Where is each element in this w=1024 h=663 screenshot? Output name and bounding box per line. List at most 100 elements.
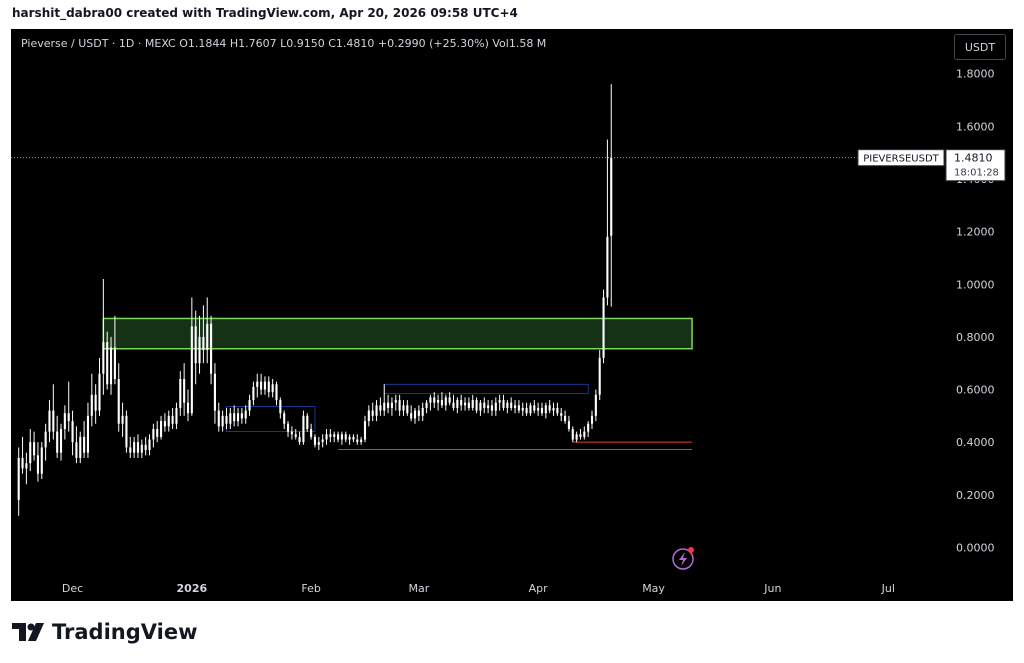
- candle: [467, 397, 470, 411]
- candle: [406, 400, 409, 416]
- candle: [487, 400, 490, 414]
- candle-body: [475, 400, 478, 411]
- candle: [102, 279, 105, 395]
- candle: [33, 431, 36, 461]
- candle: [360, 436, 363, 445]
- chart-panel[interactable]: 1.80001.60001.40001.20001.00000.80000.60…: [11, 29, 1013, 601]
- candle: [329, 429, 332, 443]
- candle: [583, 426, 586, 440]
- candle-body: [387, 402, 390, 408]
- candle-body: [444, 397, 447, 406]
- lightning-alert-icon[interactable]: [672, 547, 694, 570]
- candle-body: [217, 410, 220, 427]
- candle: [383, 384, 386, 416]
- candle: [121, 402, 124, 437]
- candle: [567, 415, 570, 432]
- candle-body: [140, 444, 143, 453]
- candle: [533, 400, 536, 414]
- candle-body: [298, 436, 301, 443]
- candle: [21, 436, 24, 474]
- candle-body: [548, 405, 551, 411]
- candle: [571, 426, 574, 443]
- tradingview-logo-icon: [12, 623, 44, 641]
- candle-body: [171, 415, 174, 424]
- candle: [248, 394, 251, 416]
- candle-body: [406, 405, 409, 414]
- candlestick-chart[interactable]: 1.80001.60001.40001.20001.00000.80000.60…: [11, 29, 1013, 601]
- candle: [279, 397, 282, 419]
- symbol-tag-label: PIEVERSEUSDT: [863, 154, 939, 165]
- candle: [479, 400, 482, 416]
- candle-body: [340, 434, 343, 440]
- candle: [186, 389, 190, 422]
- candle-body: [286, 423, 290, 432]
- candle-body: [210, 323, 213, 374]
- candle-body: [248, 400, 251, 411]
- candle: [94, 384, 97, 424]
- tradingview-brand: TradingView: [52, 620, 198, 644]
- candle-body: [483, 402, 486, 408]
- candle-body: [610, 157, 613, 236]
- x-tick-label: Jun: [763, 582, 781, 595]
- candle: [233, 405, 236, 427]
- candle: [283, 410, 286, 429]
- candle: [125, 410, 128, 453]
- last-price-tag: PIEVERSEUSDT 1.4810 18:01:28: [857, 149, 1006, 182]
- candle: [429, 394, 432, 411]
- candle: [410, 405, 413, 422]
- candle: [444, 394, 447, 411]
- candle: [344, 431, 347, 443]
- candle: [321, 434, 324, 448]
- candle-body: [17, 457, 20, 501]
- candle-body: [152, 429, 155, 440]
- candle-body: [21, 457, 24, 469]
- candle-body: [606, 236, 609, 298]
- candle: [71, 410, 74, 456]
- tradingview-logo[interactable]: TradingView: [12, 620, 197, 644]
- candle: [83, 421, 86, 458]
- currency-button[interactable]: USDT: [954, 34, 1006, 60]
- y-tick-label: 0.6000: [956, 384, 995, 397]
- candle: [29, 429, 32, 472]
- candle-body: [133, 442, 136, 453]
- candle-body: [144, 444, 147, 451]
- y-tick-label: 0.2000: [956, 489, 995, 502]
- candle: [367, 405, 370, 427]
- candle-body: [283, 413, 286, 424]
- candle: [109, 336, 113, 395]
- candle: [63, 405, 66, 440]
- candle: [313, 434, 317, 448]
- candle-body: [402, 405, 405, 411]
- candle: [548, 400, 551, 414]
- y-tick-label: 1.2000: [956, 226, 995, 239]
- candle-body: [79, 436, 82, 458]
- candle-body: [490, 405, 494, 411]
- candle: [437, 394, 440, 411]
- candle-body: [560, 413, 563, 416]
- candle-body: [571, 429, 574, 440]
- candle: [525, 402, 528, 416]
- x-tick-label: May: [642, 582, 665, 595]
- candle: [594, 389, 597, 422]
- range-box-4: [383, 383, 589, 394]
- candle: [352, 434, 355, 443]
- candle-body: [363, 421, 367, 440]
- candle: [494, 397, 497, 416]
- candle: [210, 315, 213, 385]
- candle: [564, 410, 567, 424]
- candle: [59, 423, 63, 461]
- candle-body: [575, 434, 578, 440]
- candle: [240, 407, 243, 424]
- candle: [294, 429, 297, 440]
- annotations-layer: [102, 317, 693, 451]
- candle: [348, 434, 351, 445]
- candle: [333, 431, 336, 443]
- candle: [560, 407, 563, 422]
- candle-body: [113, 347, 116, 379]
- candle: [206, 297, 209, 364]
- candle: [521, 402, 524, 416]
- candle: [302, 410, 305, 445]
- candle: [606, 139, 609, 306]
- candle-body: [394, 400, 397, 403]
- candle: [225, 407, 228, 429]
